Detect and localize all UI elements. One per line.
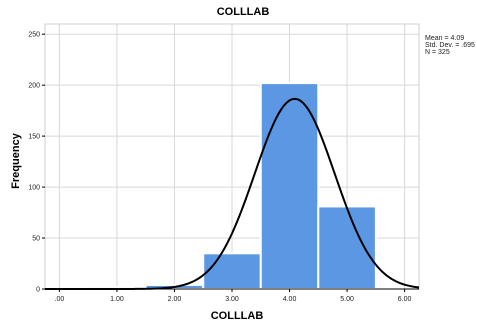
x-tick-label: 2.00 bbox=[168, 296, 182, 303]
y-tick-label: 200 bbox=[28, 83, 40, 90]
stats-box: Mean = 4.09 Std. Dev. = .695 N = 325 bbox=[425, 35, 475, 56]
x-tick-label: 3.00 bbox=[225, 296, 239, 303]
histogram-bar bbox=[317, 205, 377, 290]
histogram-bar bbox=[259, 82, 320, 290]
y-tick-label: 250 bbox=[28, 32, 40, 39]
chart-title: COLLLAB bbox=[217, 6, 270, 18]
x-tick-label: 6.00 bbox=[398, 296, 412, 303]
histogram-bar bbox=[202, 252, 262, 290]
x-axis-title: COLLLAB bbox=[211, 310, 264, 322]
y-tick-label: 50 bbox=[32, 236, 40, 243]
y-tick-label: 0 bbox=[36, 287, 40, 294]
y-tick-label: 100 bbox=[28, 185, 40, 192]
x-tick-label: 4.00 bbox=[283, 296, 297, 303]
stats-std-dev: Std. Dev. = .695 bbox=[425, 42, 475, 49]
x-tick-label: 5.00 bbox=[340, 296, 354, 303]
grid-lines bbox=[45, 24, 419, 289]
y-axis-title: Frequency bbox=[10, 132, 22, 189]
x-tick-label: 1.00 bbox=[110, 296, 124, 303]
y-tick-label: 150 bbox=[28, 134, 40, 141]
x-axis-ticks: .00 1.00 2.00 3.00 4.00 5.00 6.00 bbox=[55, 289, 412, 303]
y-axis-ticks: 0 50 100 150 200 250 bbox=[28, 32, 45, 294]
stats-mean: Mean = 4.09 bbox=[425, 35, 464, 42]
histogram-bars bbox=[87, 82, 377, 291]
x-tick-label: .00 bbox=[55, 296, 65, 303]
stats-n: N = 325 bbox=[425, 49, 450, 56]
